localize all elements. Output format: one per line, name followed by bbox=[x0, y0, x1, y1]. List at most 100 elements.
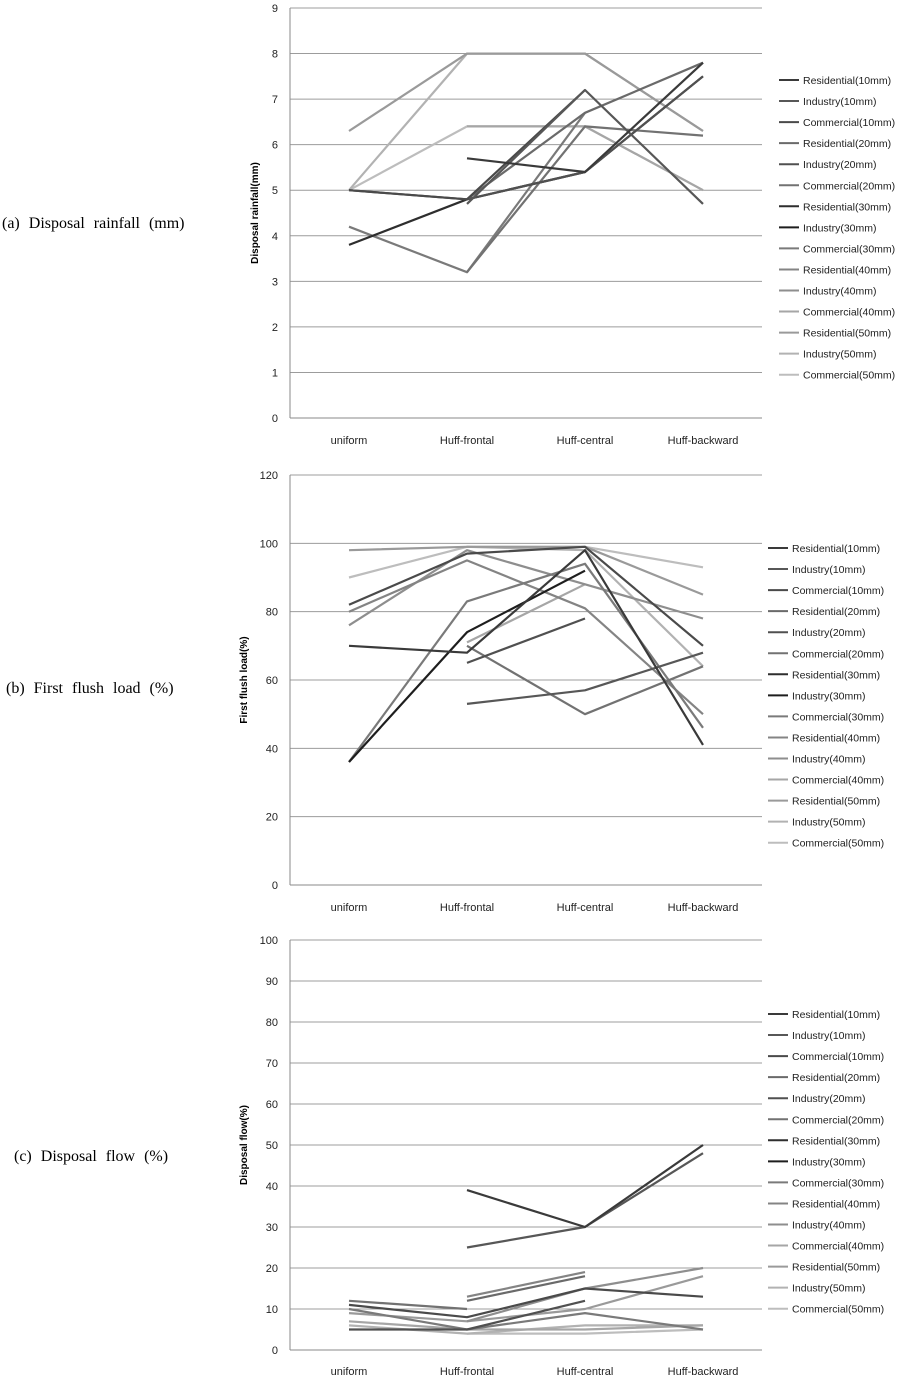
y-tick-label: 30 bbox=[266, 1222, 278, 1234]
series-line bbox=[348, 89, 586, 201]
legend-label: Industry(10mm) bbox=[803, 96, 877, 108]
x-tick-label: Huff-backward bbox=[668, 1366, 739, 1378]
legend-label: Industry(50mm) bbox=[792, 1283, 866, 1295]
series-line bbox=[467, 125, 704, 192]
legend-label: Residential(30mm) bbox=[792, 669, 880, 681]
y-axis-title: Disposal flow(%) bbox=[239, 1105, 250, 1185]
legend-label: Commercial(20mm) bbox=[803, 180, 895, 192]
series-line bbox=[348, 549, 704, 627]
series-line bbox=[348, 1320, 704, 1331]
y-tick-label: 7 bbox=[272, 94, 278, 106]
series-line bbox=[466, 617, 586, 664]
series-line bbox=[466, 1144, 704, 1229]
x-tick-label: Huff-backward bbox=[668, 435, 739, 447]
series-line bbox=[348, 75, 704, 201]
series-line bbox=[466, 61, 704, 201]
legend-label: Industry(40mm) bbox=[803, 286, 877, 298]
series-line bbox=[348, 545, 704, 647]
series-line bbox=[348, 125, 704, 192]
legend-label: Industry(10mm) bbox=[792, 1030, 866, 1042]
x-tick-label: Huff-central bbox=[557, 902, 614, 914]
legend-label: Industry(40mm) bbox=[792, 754, 866, 766]
legend-label: Commercial(20mm) bbox=[792, 648, 884, 660]
series-line bbox=[466, 125, 704, 273]
panel-label-c: (c) Disposal flow (%) bbox=[14, 1148, 169, 1165]
series-line bbox=[466, 644, 704, 716]
legend-label: Industry(50mm) bbox=[792, 817, 866, 829]
legend-label: Commercial(50mm) bbox=[792, 838, 884, 850]
series-line bbox=[348, 549, 704, 746]
x-tick-label: Huff-frontal bbox=[440, 435, 494, 447]
legend-label: Residential(30mm) bbox=[792, 1135, 880, 1147]
legend-label: Residential(10mm) bbox=[792, 1009, 880, 1021]
legend-label: Industry(30mm) bbox=[792, 1156, 866, 1168]
y-tick-label: 3 bbox=[272, 276, 278, 288]
panel-label-a: (a) Disposal rainfall (mm) bbox=[2, 215, 185, 232]
y-tick-label: 9 bbox=[272, 3, 278, 15]
legend-label: Industry(30mm) bbox=[803, 222, 877, 234]
legend-label: Commercial(30mm) bbox=[792, 1177, 884, 1189]
series-line bbox=[348, 52, 704, 132]
legend-label: Commercial(10mm) bbox=[803, 117, 895, 129]
legend-label: Industry(50mm) bbox=[803, 349, 877, 361]
y-tick-label: 120 bbox=[260, 470, 278, 482]
legend-label: Commercial(10mm) bbox=[792, 1051, 884, 1063]
legend-label: Commercial(20mm) bbox=[792, 1114, 884, 1126]
legend-label: Residential(40mm) bbox=[792, 732, 880, 744]
legend-label: Industry(10mm) bbox=[792, 564, 866, 576]
y-tick-label: 40 bbox=[266, 743, 278, 755]
y-tick-label: 8 bbox=[272, 49, 278, 61]
y-tick-label: 100 bbox=[260, 538, 278, 550]
legend-label: Commercial(10mm) bbox=[792, 585, 884, 597]
y-tick-label: 80 bbox=[266, 607, 278, 619]
legend-label: Industry(20mm) bbox=[792, 627, 866, 639]
series-line bbox=[466, 651, 704, 705]
chart-1: 0 1 2 3 4 5 6 7 8 9 uniform Huff-frontal Huff-centra… bbox=[250, 3, 895, 447]
series-line bbox=[466, 1271, 586, 1298]
y-tick-label: 70 bbox=[266, 1058, 278, 1070]
series-line bbox=[348, 52, 704, 191]
y-axis-title: Disposal rainfall(mm) bbox=[250, 162, 261, 264]
legend-label: Commercial(30mm) bbox=[792, 711, 884, 723]
legend-label: Commercial(30mm) bbox=[803, 243, 895, 255]
series-line bbox=[348, 559, 704, 716]
legend-label: Commercial(40mm) bbox=[792, 1241, 884, 1253]
legend-label: Residential(50mm) bbox=[792, 796, 880, 808]
y-tick-label: 6 bbox=[272, 140, 278, 152]
series-line bbox=[348, 1287, 704, 1319]
legend-label: Residential(50mm) bbox=[792, 1262, 880, 1274]
x-tick-label: Huff-central bbox=[557, 1366, 614, 1378]
y-tick-label: 2 bbox=[272, 322, 278, 334]
legend-label: Commercial(40mm) bbox=[803, 307, 895, 319]
legend-label: Industry(20mm) bbox=[792, 1093, 866, 1105]
legend-label: Industry(30mm) bbox=[792, 690, 866, 702]
y-tick-label: 10 bbox=[266, 1304, 278, 1316]
series-line bbox=[466, 583, 586, 644]
y-tick-label: 4 bbox=[272, 231, 278, 243]
x-tick-label: uniform bbox=[331, 435, 368, 447]
legend-label: Residential(20mm) bbox=[792, 1072, 880, 1084]
y-tick-label: 1 bbox=[272, 367, 278, 379]
legend-label: Residential(20mm) bbox=[792, 606, 880, 618]
chart-2: 0 20 40 60 80 100 120 uniform Huff-frontal Huff-c… bbox=[239, 470, 884, 914]
series-line bbox=[466, 1275, 586, 1302]
y-tick-label: 0 bbox=[272, 1345, 278, 1357]
panel-label-b: (b) First flush load (%) bbox=[6, 680, 174, 697]
series-line bbox=[467, 1328, 704, 1335]
legend-label: Industry(40mm) bbox=[792, 1220, 866, 1232]
y-tick-label: 20 bbox=[266, 812, 278, 824]
series-line bbox=[348, 545, 704, 596]
x-tick-label: Huff-central bbox=[557, 435, 614, 447]
legend-label: Residential(10mm) bbox=[792, 543, 880, 555]
series-line bbox=[466, 61, 704, 174]
legend-label: Residential(10mm) bbox=[803, 75, 891, 87]
chart-3: 0 10 20 30 40 50 60 70 80 90 100 uniform Huff-fronta… bbox=[239, 935, 884, 1378]
x-tick-label: uniform bbox=[331, 1366, 368, 1378]
x-tick-label: uniform bbox=[331, 902, 368, 914]
x-tick-label: Huff-frontal bbox=[440, 902, 494, 914]
series-line bbox=[348, 1307, 704, 1331]
y-axis-title: First flush load(%) bbox=[239, 636, 250, 723]
y-tick-label: 80 bbox=[266, 1017, 278, 1029]
series-line bbox=[348, 562, 704, 763]
